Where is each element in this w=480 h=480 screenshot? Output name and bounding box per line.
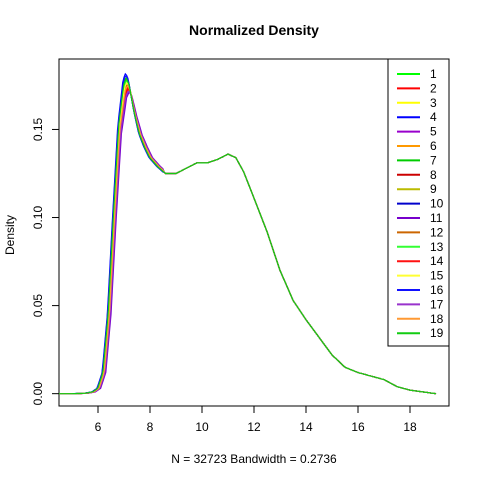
legend-label: 2	[430, 81, 437, 95]
x-tick-label: 14	[299, 420, 313, 434]
legend-label: 15	[430, 269, 444, 283]
legend-label: 5	[430, 125, 437, 139]
legend-label: 12	[430, 225, 444, 239]
legend-box	[387, 58, 450, 347]
legend-label: 9	[430, 182, 437, 196]
series-line	[59, 90, 437, 395]
legend-label: 8	[430, 168, 437, 182]
series-line	[59, 77, 437, 395]
y-axis: 0.00 0.05 0.10 0.15	[31, 117, 60, 406]
series-line	[59, 88, 437, 395]
y-tick-label: 0.00	[31, 382, 45, 406]
x-tick-label: 12	[247, 420, 261, 434]
x-tick-label: 6	[95, 420, 102, 434]
y-tick-label: 0.10	[31, 206, 45, 230]
legend-label: 18	[430, 312, 444, 326]
legend-label: 13	[430, 240, 444, 254]
y-axis-label: Density	[3, 215, 17, 255]
series-line	[59, 90, 437, 395]
x-tick-label: 10	[195, 420, 209, 434]
legend-label: 19	[430, 326, 444, 340]
legend-label: 7	[430, 153, 437, 167]
legend-label: 17	[430, 297, 444, 311]
legend-label: 4	[430, 110, 437, 124]
series-lines	[59, 72, 437, 395]
legend-label: 3	[430, 96, 437, 110]
legend-label: 6	[430, 139, 437, 153]
x-axis: 6 8 10 12 14 16 18	[95, 405, 417, 434]
legend-label: 14	[430, 254, 444, 268]
legend-label: 11	[430, 211, 443, 225]
legend-label: 1	[430, 67, 437, 81]
x-tick-label: 16	[351, 420, 365, 434]
legend-label: 10	[430, 197, 444, 211]
legend-label: 16	[430, 283, 444, 297]
y-tick-label: 0.15	[31, 117, 45, 141]
series-line	[59, 90, 437, 395]
x-tick-label: 18	[403, 420, 417, 434]
x-axis-label: N = 32723 Bandwidth = 0.2736	[171, 452, 337, 466]
chart-title: Normalized Density	[189, 22, 319, 38]
x-tick-label: 8	[147, 420, 154, 434]
y-tick-label: 0.05	[31, 294, 45, 318]
